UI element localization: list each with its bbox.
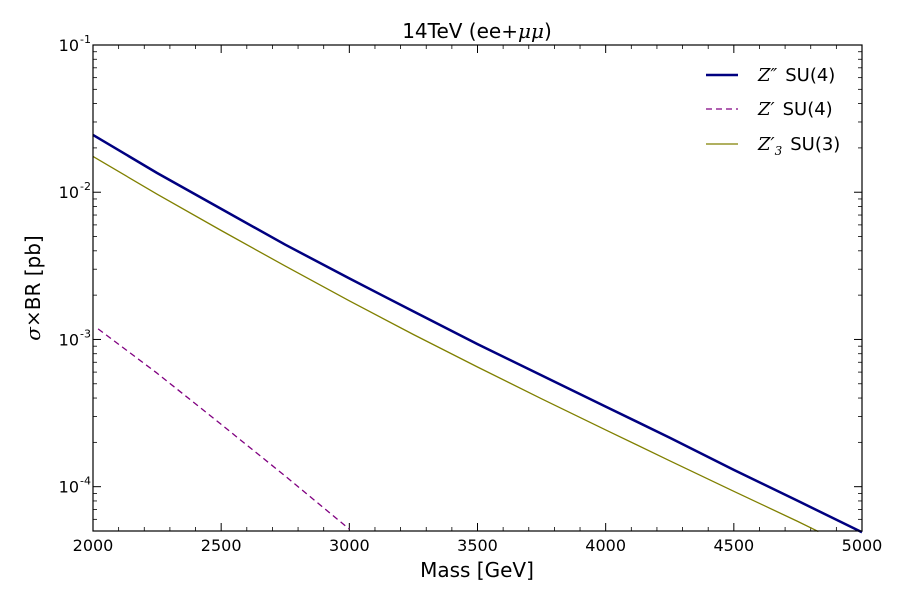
- legend-label-z-prime: Z′ SU(4): [757, 99, 833, 120]
- legend-math-z-prime: Z′: [757, 99, 775, 120]
- y-tick-exponent: -3: [80, 327, 91, 340]
- chart-title-math: +μμ: [501, 19, 544, 43]
- series-line-0: [92, 133, 863, 534]
- legend-text-z-double-prime: SU(4): [785, 65, 835, 86]
- y-tick-exponent: -4: [80, 475, 91, 488]
- chart-title: 14TeV (ee+μμ): [402, 19, 552, 43]
- plot-frame: [92, 44, 863, 532]
- x-tick-label: 2000: [73, 536, 114, 555]
- y-tick-label: 10: [59, 183, 79, 202]
- series-line-1: [97, 328, 350, 530]
- x-tick-label: 3500: [457, 536, 498, 555]
- x-tick-label: 2500: [201, 536, 242, 555]
- legend-label-z-double-prime: Z″ SU(4): [757, 65, 835, 86]
- legend-math-z-double-prime: Z″: [757, 65, 778, 86]
- x-tick-label: 4000: [585, 536, 626, 555]
- y-tick-label: 10: [59, 330, 79, 349]
- x-tick-label: 4500: [713, 536, 754, 555]
- y-tick-exponent: -1: [80, 33, 91, 46]
- legend-text-z3-prime: SU(3): [790, 134, 840, 155]
- series-group: [92, 133, 863, 534]
- x-tick-label: 3000: [329, 536, 370, 555]
- series-line-2: [92, 155, 819, 533]
- legend-math-z3-prime: Z′: [757, 134, 775, 155]
- y-axis-label-text: BR [pb]: [21, 235, 45, 310]
- y-axis-label: σ×BR [pb]: [21, 235, 45, 340]
- y-tick-label: 10: [59, 36, 79, 55]
- chart-title-suffix: ): [544, 19, 552, 43]
- y-tick-exponent: -2: [80, 180, 91, 193]
- y-tick-label: 10: [59, 478, 79, 497]
- legend: Z″ SU(4) Z′ SU(4) Z′3 SU(3): [706, 65, 840, 158]
- legend-math-sub-z3-prime: 3: [775, 144, 783, 158]
- legend-label-z3-prime: Z′3 SU(3): [757, 134, 840, 158]
- chart-title-prefix: 14TeV (ee: [402, 19, 501, 43]
- x-tick-label: 5000: [842, 536, 883, 555]
- legend-text-z-prime: SU(4): [783, 99, 833, 120]
- y-axis-label-math: σ×: [21, 310, 45, 340]
- x-axis-label: Mass [GeV]: [420, 558, 534, 582]
